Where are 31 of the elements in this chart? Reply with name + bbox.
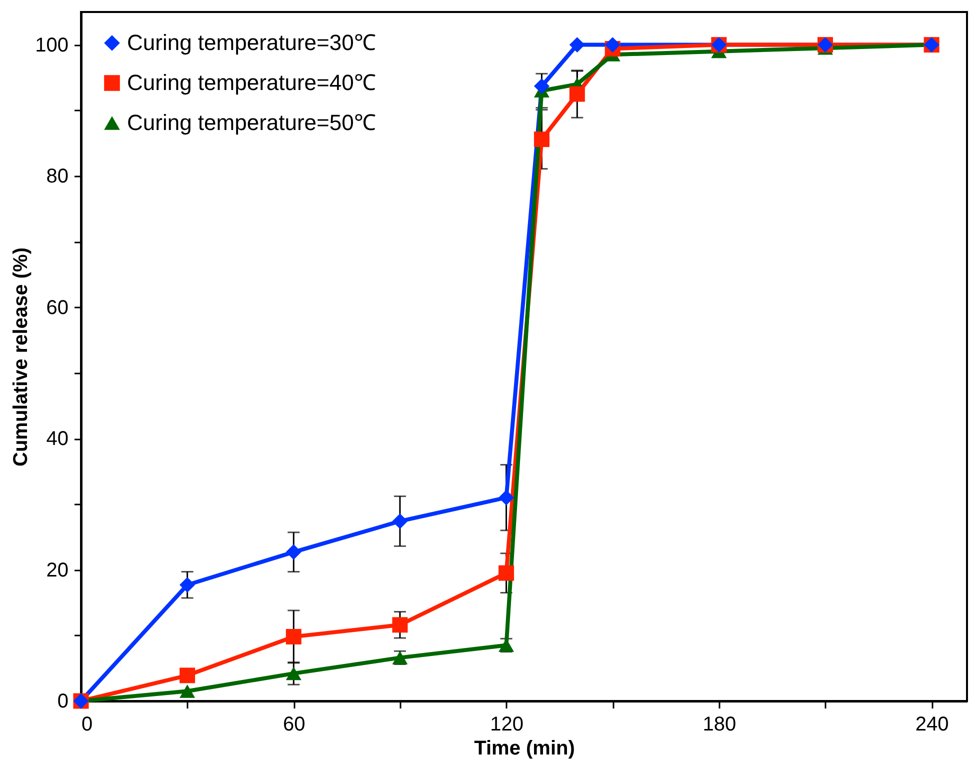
point xyxy=(180,684,196,698)
legend-label: Curing temperature=40℃ xyxy=(127,70,376,95)
x-axis-title: Time (min) xyxy=(474,738,575,760)
point xyxy=(392,617,408,633)
point xyxy=(180,668,196,684)
point xyxy=(569,86,585,102)
legend-label: Curing temperature=30℃ xyxy=(127,30,376,55)
x-tick-label: 120 xyxy=(490,714,524,736)
x-tick-label: 60 xyxy=(283,714,306,736)
point xyxy=(180,577,196,593)
point xyxy=(498,565,514,581)
x-tick-label: 240 xyxy=(915,714,949,736)
x-tick-label: 0 xyxy=(82,714,93,736)
y-tick-label: 80 xyxy=(46,166,68,188)
point xyxy=(604,37,620,53)
y-axis-title: Cumulative release (%) xyxy=(10,248,32,466)
y-tick-label: 40 xyxy=(46,428,68,450)
point xyxy=(286,666,302,680)
y-tick-label: 0 xyxy=(57,690,68,712)
x-tick-label: 180 xyxy=(702,714,736,736)
y-tick-label: 20 xyxy=(46,559,68,582)
point xyxy=(286,628,302,644)
y-tick-label: 100 xyxy=(35,34,68,56)
point xyxy=(569,37,585,53)
point xyxy=(392,513,408,529)
point xyxy=(534,132,550,148)
point xyxy=(498,490,514,506)
point xyxy=(286,544,302,560)
point xyxy=(534,78,550,94)
legend-label: Curing temperature=50℃ xyxy=(127,110,376,135)
y-tick-label: 60 xyxy=(46,296,68,319)
